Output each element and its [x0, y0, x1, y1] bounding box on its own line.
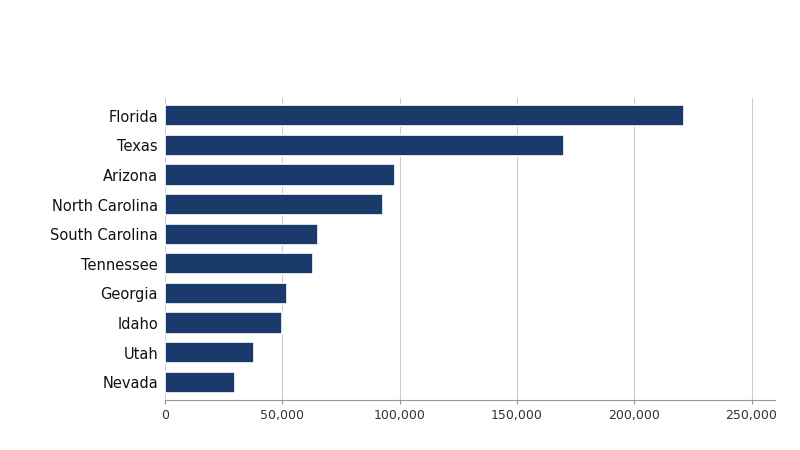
Bar — [165, 105, 683, 126]
Text: www.americandream.de: www.americandream.de — [278, 420, 522, 438]
Bar — [165, 135, 564, 156]
Bar — [165, 164, 395, 186]
Bar — [165, 372, 235, 393]
Text: 2020–2021: 2020–2021 — [346, 64, 454, 83]
Bar — [165, 342, 254, 363]
Bar — [165, 224, 318, 245]
Bar — [165, 253, 313, 274]
Bar — [165, 283, 287, 304]
Text: Net immigration rates in US states: Net immigration rates in US states — [101, 17, 699, 46]
Bar — [165, 312, 282, 334]
Bar — [165, 194, 383, 215]
Text: Quelle: US Census, 2022: Quelle: US Census, 2022 — [650, 424, 788, 434]
